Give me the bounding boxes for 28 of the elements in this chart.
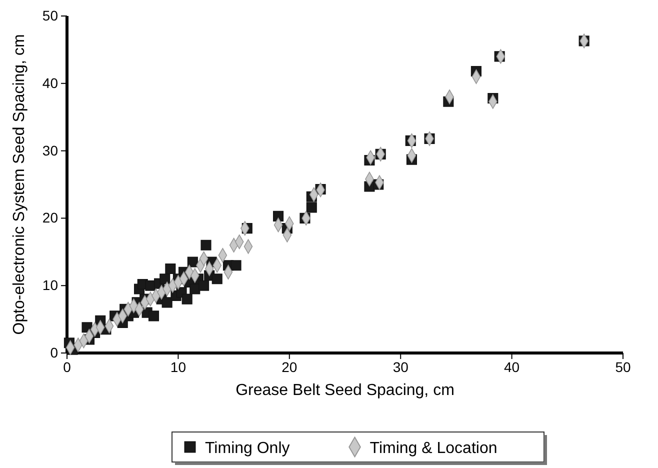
point bbox=[162, 297, 172, 308]
point bbox=[212, 274, 222, 284]
y-tick-label: 40 bbox=[42, 74, 58, 91]
point bbox=[198, 280, 210, 291]
point bbox=[187, 256, 198, 268]
y-tick-label: 50 bbox=[42, 7, 58, 24]
point bbox=[306, 202, 317, 213]
point bbox=[230, 260, 242, 271]
x-tick-label: 40 bbox=[504, 358, 520, 375]
y-tick-label: 10 bbox=[42, 277, 58, 294]
point bbox=[273, 210, 284, 222]
point bbox=[165, 263, 176, 274]
point bbox=[200, 240, 212, 250]
point bbox=[160, 274, 170, 284]
x-axis-title: Grease Belt Seed Spacing, cm bbox=[236, 382, 454, 399]
x-tick-label: 10 bbox=[170, 358, 186, 375]
legend-label: Timing & Location bbox=[370, 440, 498, 457]
y-tick-label: 0 bbox=[50, 344, 58, 360]
point bbox=[148, 310, 160, 322]
x-tick-label: 50 bbox=[615, 358, 631, 375]
point bbox=[182, 294, 192, 304]
y-tick-label: 30 bbox=[42, 142, 58, 158]
x-tick-label: 30 bbox=[392, 358, 409, 375]
x-tick-label: 20 bbox=[282, 358, 298, 375]
y-axis-title: Opto-electronic System Seed Spacing, cm bbox=[11, 34, 28, 335]
legend-label: Timing Only bbox=[205, 440, 290, 457]
y-tick-label: 20 bbox=[42, 210, 58, 226]
x-tick-label: 0 bbox=[63, 358, 72, 375]
